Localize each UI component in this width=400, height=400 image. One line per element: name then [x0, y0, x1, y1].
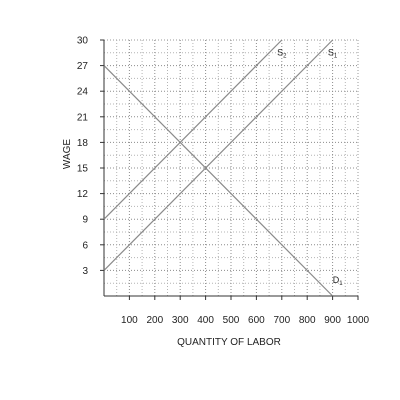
- x-tick-label: 1000: [347, 315, 370, 326]
- curve-label-s1: S1: [328, 47, 338, 59]
- curve-labels: S2 S1 D1: [277, 47, 343, 287]
- y-tick-label: 27: [77, 61, 89, 72]
- x-axis-title: QUANTITY OF LABOR: [177, 337, 281, 348]
- curve-s1: [103, 39, 334, 271]
- x-tick-label: 400: [197, 315, 214, 326]
- curve-label-d1: D1: [333, 275, 344, 287]
- x-tick-label: 200: [146, 315, 163, 326]
- y-tick-label: 3: [82, 266, 88, 277]
- y-tick-label: 18: [77, 138, 89, 149]
- x-tick-label: 100: [121, 315, 138, 326]
- y-axis-title: WAGE: [62, 139, 73, 170]
- grid-lines: [104, 39, 359, 296]
- curves: [103, 39, 334, 297]
- x-tick-label: 700: [273, 315, 290, 326]
- tick-labels: 3 6 9 12 15 18 21 24 27 30 100 200 300 400 500 600 700 80…: [77, 36, 370, 327]
- y-tick-label: 24: [77, 87, 89, 98]
- curve-s2: [103, 39, 283, 220]
- y-tick-label: 15: [77, 164, 89, 175]
- curve-d1: [103, 65, 334, 297]
- axes: [100, 39, 359, 300]
- y-tick-label: 6: [82, 240, 88, 251]
- x-tick-label: 300: [172, 315, 189, 326]
- x-tick-label: 500: [223, 315, 240, 326]
- y-tick-label: 30: [77, 36, 89, 47]
- y-tick-label: 9: [82, 215, 88, 226]
- x-tick-label: 600: [248, 315, 265, 326]
- y-tick-label: 21: [77, 112, 89, 123]
- x-tick-label: 900: [324, 315, 341, 326]
- y-tick-label: 12: [77, 189, 89, 200]
- x-tick-label: 800: [299, 315, 316, 326]
- curve-label-s2: S2: [277, 47, 287, 59]
